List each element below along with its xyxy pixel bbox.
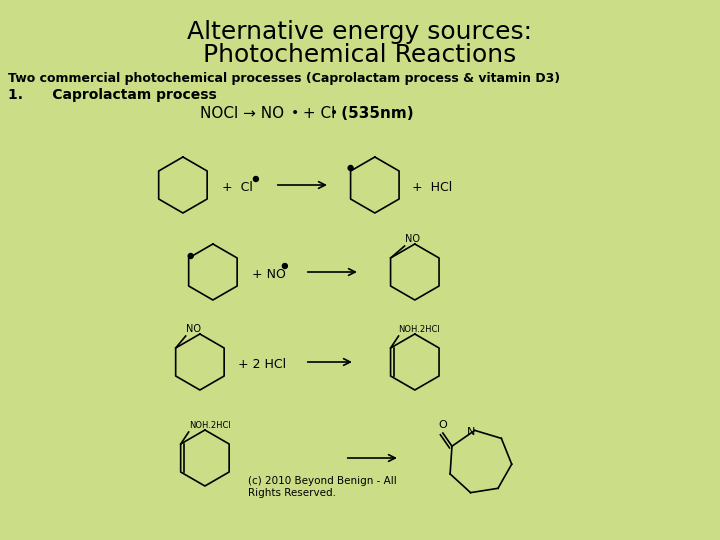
Text: +  HCl: + HCl <box>412 181 452 194</box>
Text: +  Cl: + Cl <box>222 181 253 194</box>
Text: Photochemical Reactions: Photochemical Reactions <box>203 43 516 67</box>
Text: NO: NO <box>186 324 201 334</box>
Text: NO: NO <box>405 234 420 244</box>
Text: (c) 2010 Beyond Benign - All
Rights Reserved.: (c) 2010 Beyond Benign - All Rights Rese… <box>248 476 397 497</box>
Text: + Cl: + Cl <box>298 106 336 121</box>
Text: N: N <box>467 427 475 437</box>
Circle shape <box>348 165 353 171</box>
Text: NOH.2HCl: NOH.2HCl <box>399 325 441 334</box>
Text: 1.      Caprolactam process: 1. Caprolactam process <box>8 88 217 102</box>
Circle shape <box>253 177 258 181</box>
Text: Two commercial photochemical processes (Caprolactam process & vitamin D3): Two commercial photochemical processes (… <box>8 72 560 85</box>
Text: + NO: + NO <box>252 268 286 281</box>
Text: •: • <box>330 106 338 120</box>
Text: NOH.2HCl: NOH.2HCl <box>189 421 230 430</box>
Text: + 2 HCl: + 2 HCl <box>238 358 286 371</box>
Text: O: O <box>438 420 447 430</box>
Text: NOCl → NO: NOCl → NO <box>200 106 284 121</box>
Text: (535nm): (535nm) <box>336 106 413 121</box>
Circle shape <box>188 253 193 259</box>
Text: •: • <box>291 106 299 120</box>
Circle shape <box>282 264 287 268</box>
Text: Alternative energy sources:: Alternative energy sources: <box>187 20 532 44</box>
